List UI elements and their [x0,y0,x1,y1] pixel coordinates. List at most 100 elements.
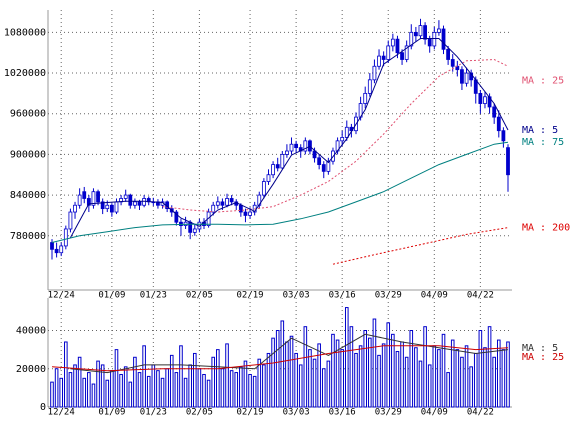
volume-bar [216,349,220,408]
volume-bar [234,372,239,408]
volume-bar [82,377,87,408]
candle-body [496,116,501,132]
volume-bar [50,381,54,408]
volume-bar [280,320,285,408]
volume-bar [266,352,271,408]
volume-bar [312,358,317,408]
volume-bar [317,343,321,408]
volume-bar [418,360,423,408]
y-tick-label: 1080000 [4,27,46,38]
volume-bar [473,352,478,408]
candle-body [483,96,487,104]
candle-body [409,31,414,47]
x-tick-label: 04/22 [467,408,494,418]
y-tick-label: 900000 [10,149,46,160]
volume-bar [483,347,487,408]
ma-line [70,333,509,374]
volume-bar [275,330,280,408]
candle-body [133,201,137,206]
volume-bar [395,351,400,408]
volume-bar [146,375,151,408]
candle-body [381,55,386,60]
candle-body [123,194,128,199]
candle-body [229,198,234,203]
candle-body [289,143,294,152]
x-tick-label: 03/03 [283,408,310,418]
candle-body [432,31,437,47]
x-tick-label: 03/29 [375,408,402,418]
candle-body [450,59,455,67]
candle-body [427,38,432,47]
volume-bar [414,347,418,408]
candle-body [372,65,377,81]
volume-bar [252,375,257,408]
volume-bar [298,364,303,408]
candle-body [377,55,381,67]
candle-body [386,45,391,60]
ma-line [332,227,509,265]
volume-bar [354,352,358,408]
candle-body [271,164,275,176]
candle-body [506,147,510,176]
candle-body [50,242,54,250]
volume-bar [340,349,344,408]
volume-bar [248,373,252,408]
candle-body [413,31,418,37]
volume-bar [202,373,206,408]
candle-body [114,201,119,213]
candle-body [238,204,243,213]
candle-body [487,96,492,108]
volume-bar [386,322,391,408]
candle-body [390,38,395,47]
x-tick-label: 03/29 [375,291,402,301]
volume-bar [271,337,275,408]
volume-bar [501,349,506,408]
volume-bar [68,372,73,408]
x-tick-label: 12/24 [48,291,75,301]
candle-body [215,201,220,206]
volume-bar [229,370,234,408]
volume-bar [381,343,386,408]
volume-bar [404,356,409,408]
volume-bar [114,349,119,408]
legend-label: MA : 200 [522,223,570,234]
candle-body [285,150,289,155]
volume-bar [262,364,266,408]
candle-body [404,45,409,60]
candle-body [501,130,506,142]
volume-bar [423,326,427,408]
y-tick-label: 40000 [16,326,46,337]
y-tick-label: 840000 [10,190,46,201]
candle-body [340,137,345,142]
candle-body [54,248,59,254]
volume-bar [409,330,414,408]
candle-body [446,48,451,60]
candle-body [321,164,326,172]
y-tick-label: 960000 [10,109,46,120]
legend-label: MA : 25 [522,352,564,363]
volume-bar [460,356,464,408]
x-tick-label: 03/16 [329,291,356,301]
volume-bar [446,372,450,408]
volume-bar [156,370,160,408]
volume-bar [151,364,156,408]
volume-bar [160,377,165,408]
volume-bar [308,349,312,408]
ma-line [51,345,509,372]
volume-bar [464,345,469,408]
candle-body [280,154,285,169]
candle-body [367,79,372,94]
volume-bar [487,326,492,408]
candle-body [225,198,229,206]
candle-body [248,211,252,216]
volume-bar [91,383,96,408]
x-tick-label: 03/16 [329,408,356,418]
volume-bar [183,377,188,408]
volume-bar [372,318,377,408]
y-tick-label: 0 [40,402,46,413]
x-tick-label: 02/05 [186,291,213,301]
volume-bar [133,356,137,408]
volume-bar [197,368,202,408]
candle-body [492,106,497,118]
